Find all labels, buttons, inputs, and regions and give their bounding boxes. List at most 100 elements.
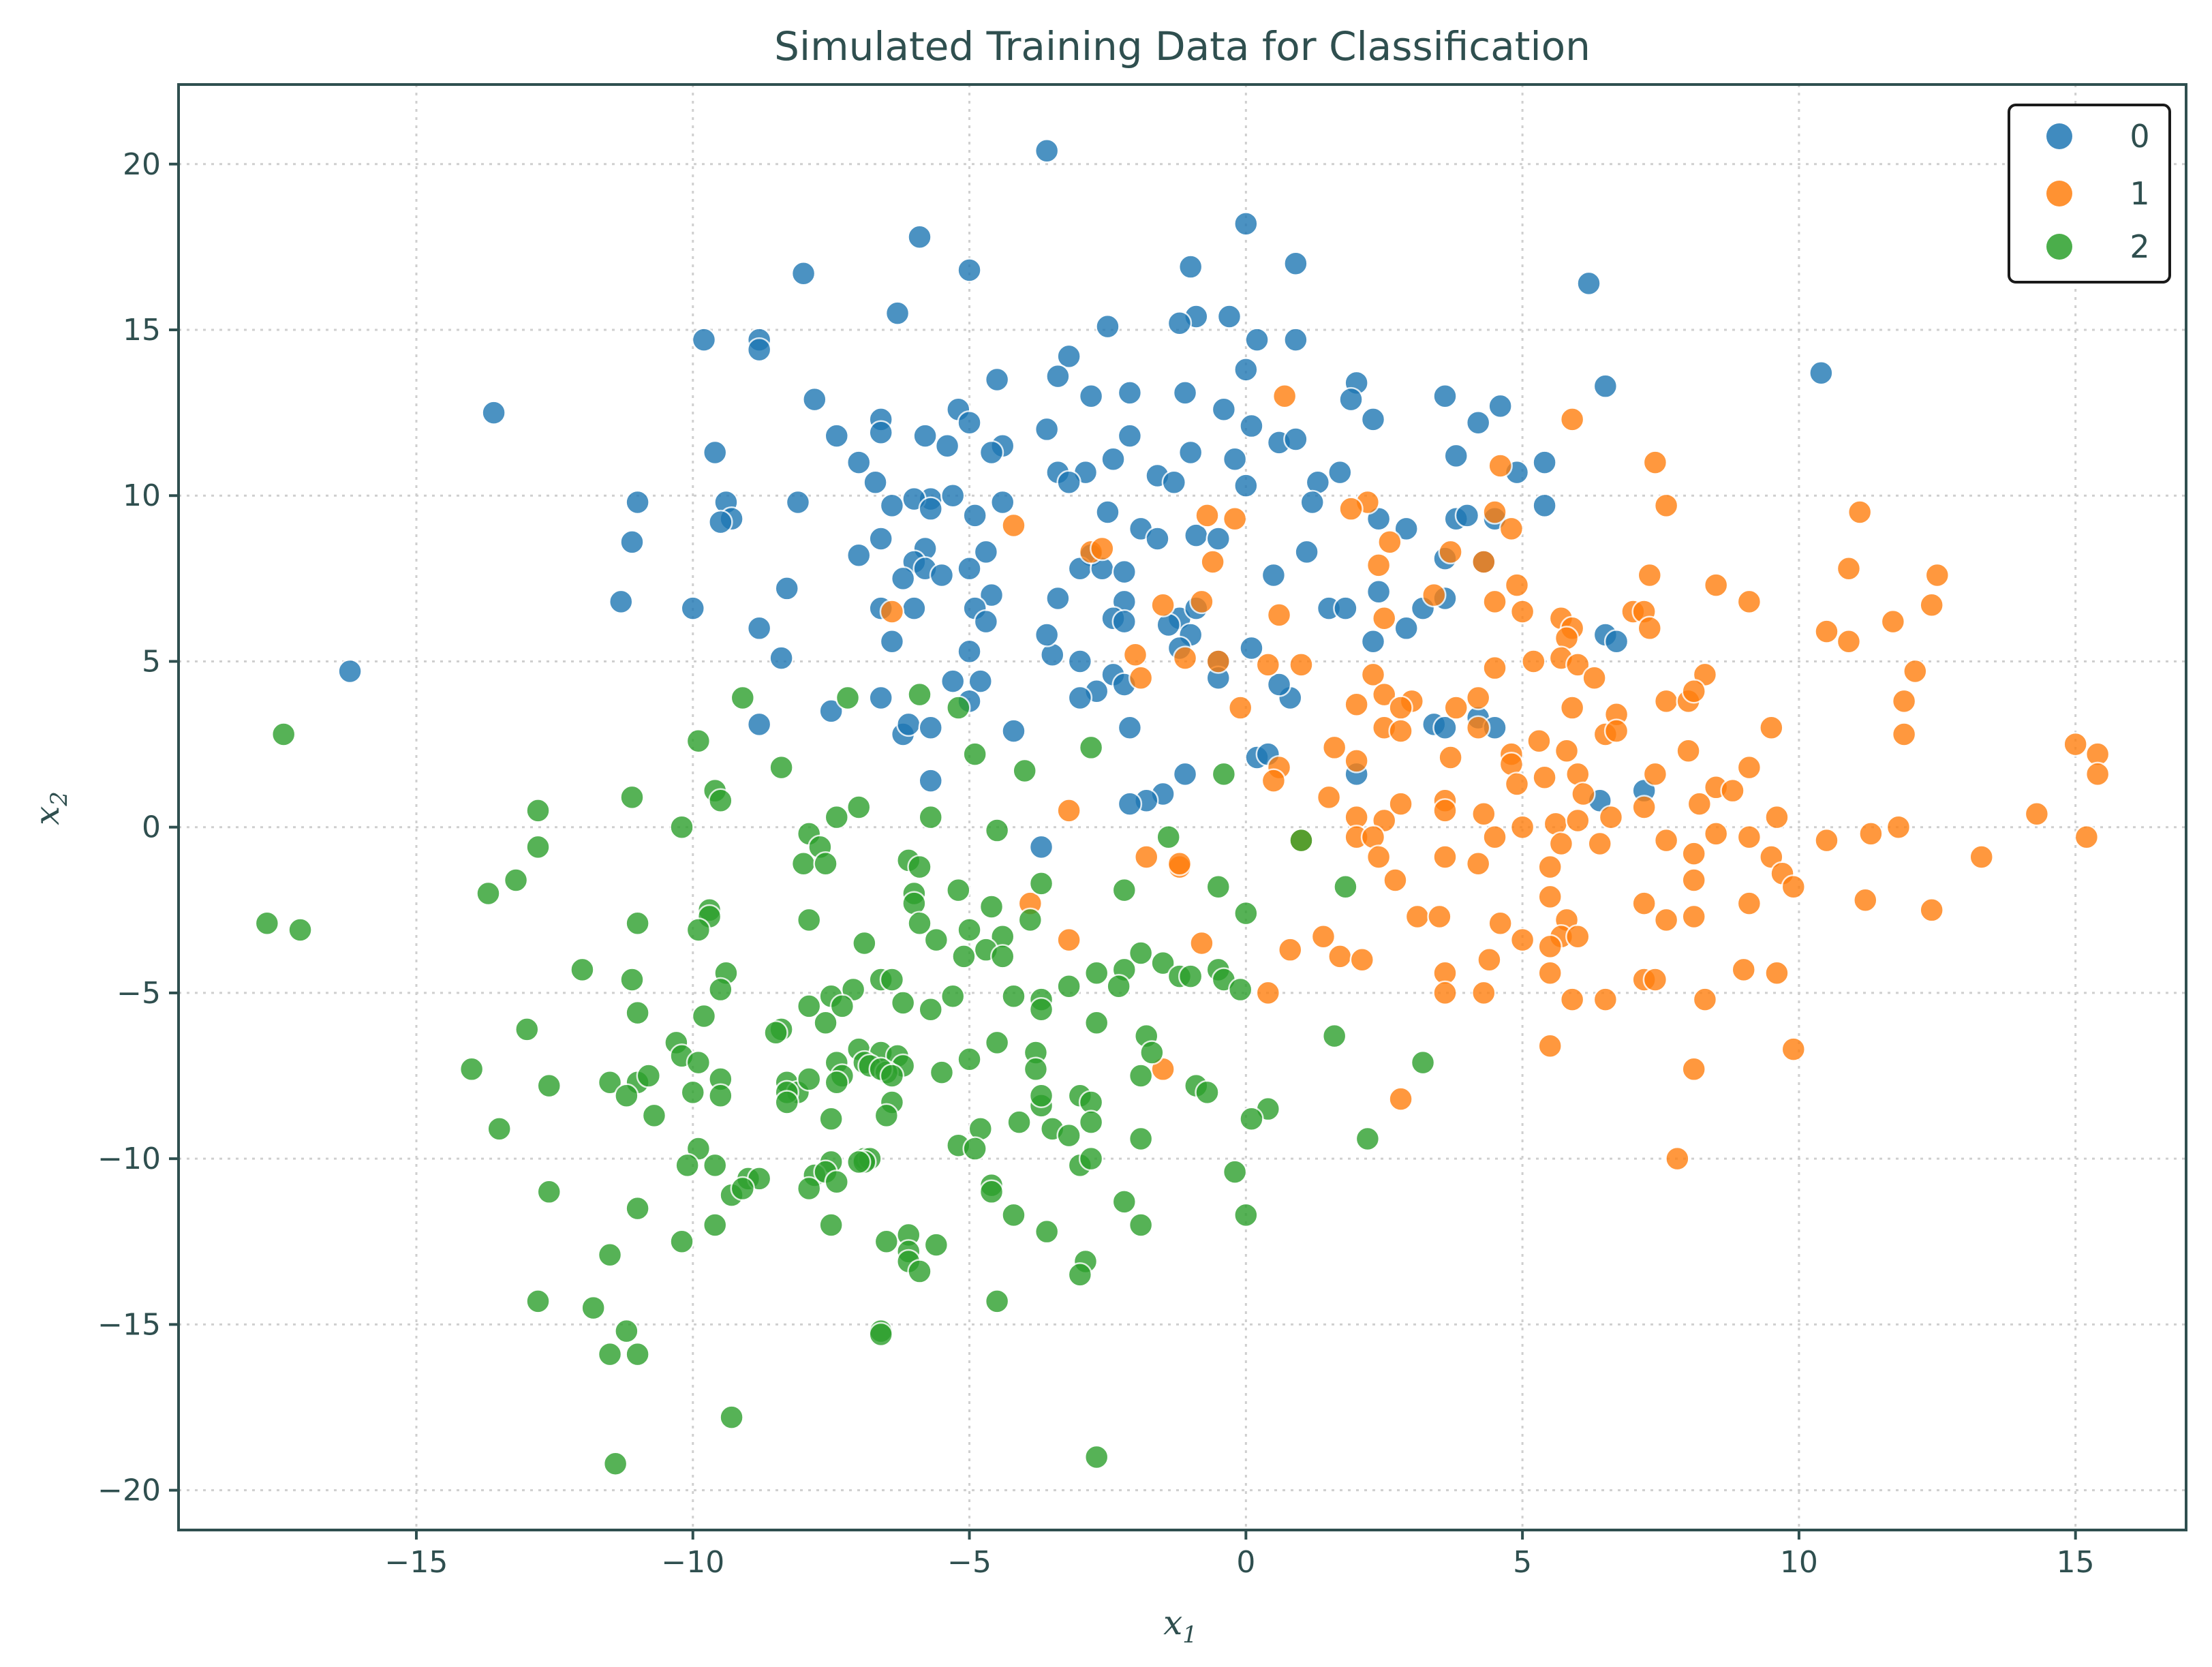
data-point — [1465, 685, 1491, 711]
data-point — [1880, 609, 1906, 634]
data-point — [1482, 500, 1507, 525]
data-point — [614, 1318, 639, 1344]
data-point — [1150, 592, 1176, 618]
data-point — [1338, 496, 1364, 521]
data-point — [1809, 360, 1834, 386]
y-axis-label: x2 — [27, 791, 73, 825]
data-point — [1278, 937, 1303, 962]
data-point — [829, 994, 855, 1019]
data-point — [1111, 609, 1137, 634]
data-point — [1432, 798, 1458, 823]
data-point — [1161, 470, 1187, 495]
data-point — [536, 1179, 562, 1205]
data-point — [1565, 923, 1591, 949]
data-point — [957, 917, 982, 943]
data-point — [1631, 795, 1657, 820]
data-point — [525, 1289, 551, 1314]
data-point — [702, 1152, 728, 1178]
data-point — [1205, 649, 1231, 674]
data-point — [1239, 1106, 1264, 1132]
data-point — [907, 1259, 932, 1284]
data-point — [863, 470, 888, 495]
y-tick-label: 15 — [123, 313, 161, 348]
data-point — [1703, 572, 1729, 598]
data-point — [1233, 357, 1259, 382]
data-point — [1111, 559, 1137, 585]
data-point — [1509, 599, 1535, 624]
data-point — [907, 911, 932, 936]
data-point — [625, 1341, 650, 1367]
data-point — [923, 1232, 949, 1257]
data-point — [1532, 765, 1557, 790]
data-point — [979, 582, 1004, 608]
data-point — [1603, 718, 1629, 744]
data-point — [1095, 313, 1120, 339]
data-point — [1289, 652, 1314, 677]
data-point — [1233, 1202, 1259, 1228]
data-point — [962, 741, 987, 767]
data-point — [691, 327, 717, 352]
data-point — [525, 798, 551, 823]
data-point — [790, 851, 816, 876]
data-point — [1847, 500, 1873, 525]
data-point — [846, 542, 872, 568]
data-point — [957, 639, 982, 664]
data-point — [790, 261, 816, 286]
data-point — [984, 367, 1010, 393]
data-point — [1255, 980, 1281, 1006]
data-point — [503, 868, 529, 893]
data-point — [1593, 373, 1618, 399]
data-point — [680, 1080, 706, 1105]
data-point — [708, 977, 733, 1003]
data-point — [1681, 1056, 1706, 1082]
data-point — [1653, 493, 1679, 519]
data-point — [1465, 715, 1491, 740]
data-point — [1504, 572, 1530, 598]
data-point — [1117, 380, 1143, 406]
data-point — [1189, 930, 1214, 956]
data-point — [1504, 771, 1530, 797]
data-point — [1443, 695, 1469, 720]
data-point — [846, 1149, 872, 1175]
data-point — [1642, 450, 1668, 475]
data-point — [1078, 1110, 1104, 1135]
data-point — [1687, 791, 1712, 816]
data-point — [1216, 304, 1242, 329]
y-axis-label-sub: 2 — [46, 791, 73, 807]
data-point — [923, 927, 949, 953]
data-point — [669, 1229, 694, 1255]
data-point — [918, 768, 943, 793]
legend-label-2: 2 — [2130, 228, 2149, 265]
data-point — [1537, 1033, 1563, 1059]
legend-marker-2 — [2046, 234, 2072, 260]
data-point — [1023, 1056, 1049, 1082]
legend-marker-0 — [2046, 123, 2072, 149]
data-point — [984, 1289, 1010, 1314]
data-point — [1582, 665, 1607, 691]
data-point — [763, 1020, 788, 1045]
data-point — [1001, 983, 1026, 1009]
data-point — [1321, 1023, 1347, 1049]
data-point — [1294, 539, 1319, 565]
data-point — [625, 1195, 650, 1221]
data-point — [1189, 589, 1214, 615]
data-point — [1736, 754, 1762, 780]
data-point — [890, 990, 916, 1015]
data-point — [1034, 138, 1060, 164]
data-point — [1637, 562, 1663, 588]
data-point — [686, 728, 711, 754]
data-point — [1233, 211, 1259, 236]
data-point — [746, 337, 772, 363]
data-point — [1736, 589, 1762, 615]
x-tick-label: 5 — [1513, 1545, 1532, 1580]
data-point — [934, 433, 960, 459]
data-point — [1145, 526, 1170, 551]
data-point — [1471, 549, 1496, 575]
data-point — [1056, 973, 1081, 999]
data-point — [1598, 804, 1624, 830]
data-point — [1548, 831, 1574, 857]
data-point — [973, 539, 999, 565]
data-point — [1045, 363, 1071, 389]
data-point — [1178, 440, 1203, 465]
data-point — [525, 834, 551, 860]
